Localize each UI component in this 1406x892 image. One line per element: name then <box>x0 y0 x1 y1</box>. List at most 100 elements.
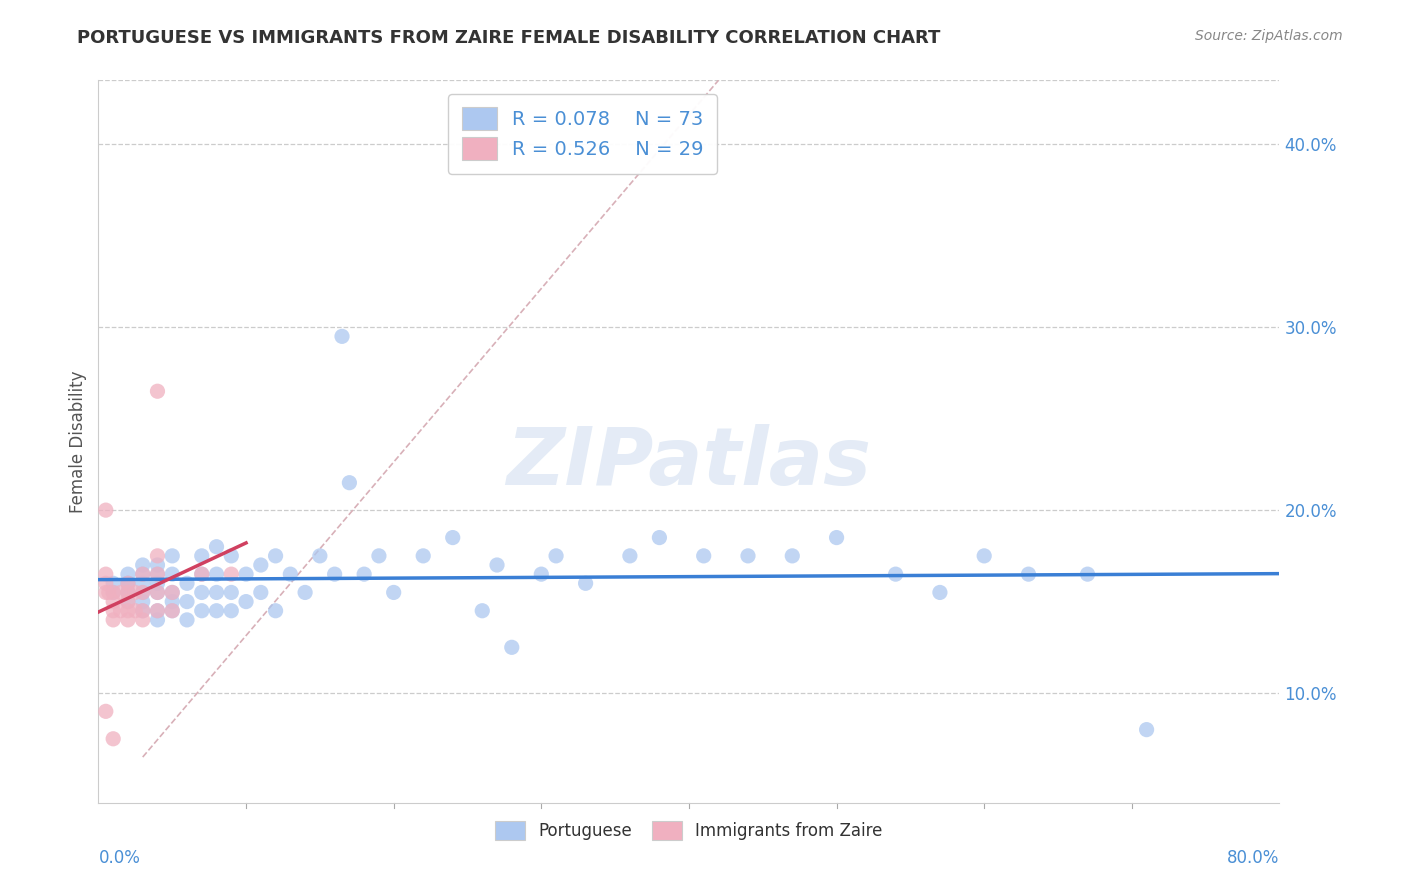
Point <box>94 585 117 599</box>
Point <box>235 567 257 582</box>
Point <box>132 604 155 618</box>
Point <box>117 576 139 591</box>
Point <box>124 604 146 618</box>
Point <box>441 531 464 545</box>
Point <box>117 576 139 591</box>
Point <box>162 585 183 599</box>
Point <box>117 594 139 608</box>
Point <box>205 604 228 618</box>
Point <box>146 613 169 627</box>
Point <box>132 613 155 627</box>
Point <box>250 558 273 572</box>
Legend: Portuguese, Immigrants from Zaire: Portuguese, Immigrants from Zaire <box>488 814 890 847</box>
Point <box>132 585 155 599</box>
Point <box>162 604 183 618</box>
Point <box>117 594 139 608</box>
Point <box>280 567 302 582</box>
Point <box>191 567 214 582</box>
Point <box>162 549 183 563</box>
Text: 0.0%: 0.0% <box>98 848 141 866</box>
Point <box>176 613 198 627</box>
Point <box>117 613 139 627</box>
Point <box>103 585 125 599</box>
Point <box>103 585 125 599</box>
Point <box>353 567 375 582</box>
Point <box>191 567 214 582</box>
Point <box>162 594 183 608</box>
Point <box>619 549 641 563</box>
Point <box>176 576 198 591</box>
Point <box>221 604 243 618</box>
Point <box>737 549 759 563</box>
Point <box>486 558 509 572</box>
Point <box>323 567 346 582</box>
Point <box>146 567 169 582</box>
Point <box>146 585 169 599</box>
Point <box>250 585 273 599</box>
Point <box>530 567 553 582</box>
Point <box>103 594 125 608</box>
Point <box>132 558 155 572</box>
Point <box>117 585 139 599</box>
Point <box>884 567 907 582</box>
Point <box>575 576 598 591</box>
Point <box>162 585 183 599</box>
Point <box>264 604 287 618</box>
Point <box>235 594 257 608</box>
Point <box>110 585 132 599</box>
Point <box>132 594 155 608</box>
Point <box>221 567 243 582</box>
Text: ZIPatlas: ZIPatlas <box>506 425 872 502</box>
Point <box>191 549 214 563</box>
Text: Source: ZipAtlas.com: Source: ZipAtlas.com <box>1195 29 1343 43</box>
Point <box>146 585 169 599</box>
Point <box>205 540 228 554</box>
Text: PORTUGUESE VS IMMIGRANTS FROM ZAIRE FEMALE DISABILITY CORRELATION CHART: PORTUGUESE VS IMMIGRANTS FROM ZAIRE FEMA… <box>77 29 941 46</box>
Point <box>94 503 117 517</box>
Point <box>221 585 243 599</box>
Point <box>412 549 434 563</box>
Point <box>929 585 952 599</box>
Point <box>94 576 117 591</box>
Point <box>205 567 228 582</box>
Point <box>117 585 139 599</box>
Point <box>117 585 139 599</box>
Text: 80.0%: 80.0% <box>1227 848 1279 866</box>
Point <box>103 604 125 618</box>
Point <box>146 549 169 563</box>
Point <box>368 549 391 563</box>
Point <box>382 585 405 599</box>
Point <box>294 585 316 599</box>
Point <box>221 549 243 563</box>
Point <box>546 549 568 563</box>
Point <box>103 731 125 746</box>
Point <box>162 567 183 582</box>
Point <box>782 549 804 563</box>
Point <box>103 576 125 591</box>
Point <box>339 475 361 490</box>
Point <box>176 594 198 608</box>
Point <box>1136 723 1159 737</box>
Y-axis label: Female Disability: Female Disability <box>69 370 87 513</box>
Point <box>146 604 169 618</box>
Point <box>501 640 523 655</box>
Point <box>264 549 287 563</box>
Point <box>97 585 120 599</box>
Point <box>94 704 117 718</box>
Point <box>132 567 155 582</box>
Point <box>205 585 228 599</box>
Point <box>94 567 117 582</box>
Point <box>146 567 169 582</box>
Point <box>146 604 169 618</box>
Point <box>191 604 214 618</box>
Point <box>191 585 214 599</box>
Point <box>973 549 995 563</box>
Point <box>132 576 155 591</box>
Point <box>693 549 716 563</box>
Point <box>471 604 494 618</box>
Point <box>1077 567 1099 582</box>
Point <box>117 576 139 591</box>
Point <box>648 531 671 545</box>
Point <box>146 576 169 591</box>
Point <box>1018 567 1040 582</box>
